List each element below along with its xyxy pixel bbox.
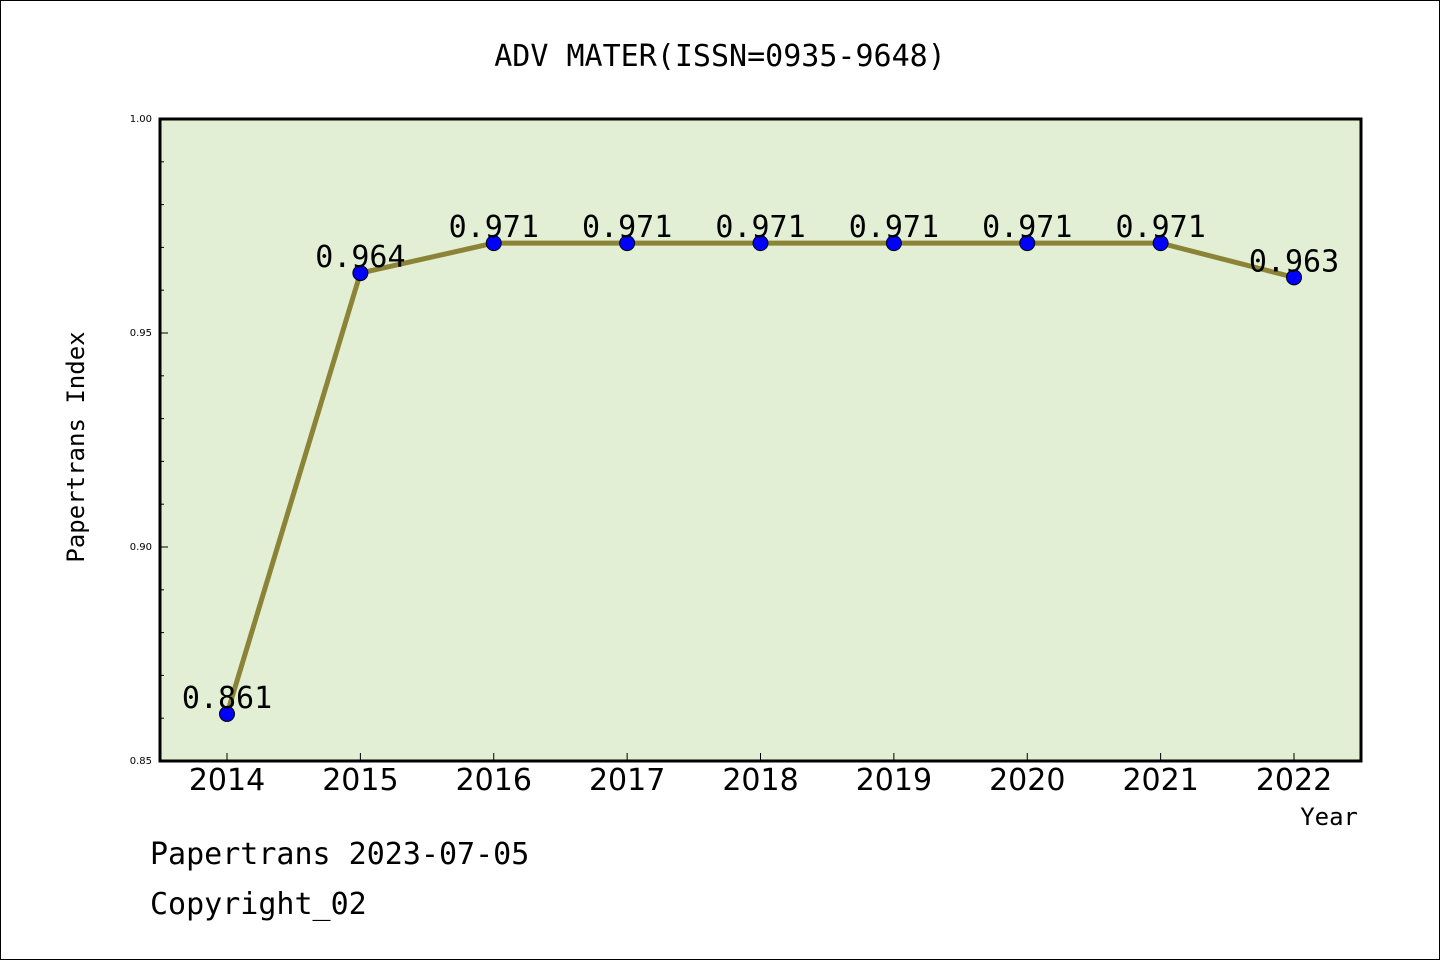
data-point (485, 235, 502, 252)
footer-date: Papertrans 2023-07-05 (150, 837, 529, 872)
x-tick-label: 2016 (456, 763, 532, 798)
data-label: 0.971 (982, 210, 1072, 245)
y-tick-label: 0.95 (130, 328, 152, 339)
data-label: 0.963 (1249, 244, 1339, 279)
x-tick-label: 2021 (1122, 763, 1198, 798)
x-axis: 2014 2015 2016 2017 2018 2019 2020 2021 2022 (189, 753, 1332, 798)
footer-copyright: Copyright_02 (150, 887, 367, 922)
data-point (219, 705, 235, 722)
data-point (619, 235, 636, 252)
series (219, 235, 1302, 722)
data-label: 0.971 (582, 210, 672, 245)
data-label: 0.861 (182, 681, 272, 716)
x-tick-label: 2020 (989, 763, 1065, 798)
data-labels: 0.861 0.964 0.971 0.971 0.971 0.971 0.971 0.971… (182, 210, 1339, 716)
chart-title: ADV MATER(ISSN=0935-9648) (494, 39, 946, 74)
x-tick-label: 2017 (589, 763, 665, 798)
data-point (885, 235, 902, 252)
x-tick-label: 2015 (322, 763, 398, 798)
x-tick-label: 2019 (856, 763, 932, 798)
y-tick-label: 0.90 (130, 542, 152, 553)
data-label: 0.971 (715, 210, 805, 245)
data-label: 0.971 (449, 210, 539, 245)
data-label: 0.971 (1115, 210, 1205, 245)
data-point (1019, 235, 1036, 252)
x-axis-label: Year (1300, 803, 1358, 831)
data-point (752, 235, 769, 252)
x-tick-label: 2014 (189, 763, 265, 798)
data-point (1286, 269, 1302, 286)
x-tick-label: 2022 (1256, 763, 1332, 798)
y-axis: 0.85 0.90 0.95 1.00 (130, 114, 168, 767)
data-label: 0.971 (849, 210, 939, 245)
data-point (352, 265, 369, 282)
y-tick-label: 1.00 (130, 114, 152, 125)
data-point (1152, 235, 1169, 252)
y-tick-label: 0.85 (130, 756, 152, 767)
y-axis-label: Papertrans Index (62, 331, 90, 562)
x-tick-label: 2018 (722, 763, 798, 798)
plot-area (158, 117, 1363, 763)
data-label: 0.964 (315, 240, 405, 275)
